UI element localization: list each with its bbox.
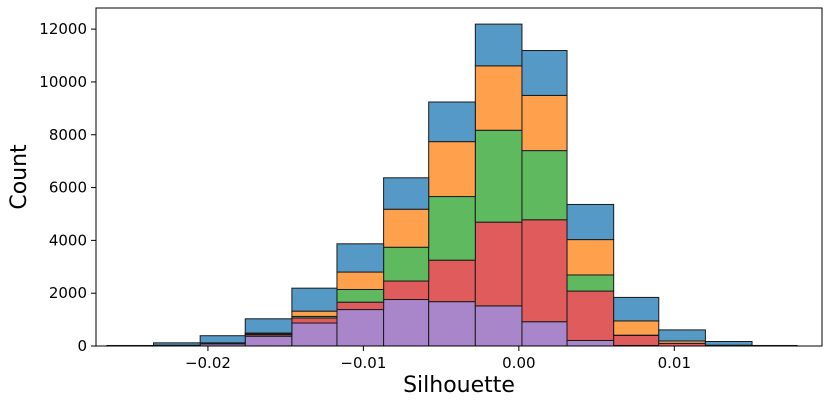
bar-cluster-1-bin-12 bbox=[658, 329, 706, 342]
y-tick-label: 8000 bbox=[49, 126, 87, 144]
bar-cluster-2-bin-7 bbox=[428, 141, 476, 198]
bar-cluster-3-bin-8 bbox=[474, 129, 523, 223]
x-axis-label: Silhouette bbox=[403, 373, 515, 398]
y-tick-label: 4000 bbox=[49, 231, 87, 249]
bar-cluster-1-bin-8 bbox=[474, 23, 523, 67]
bar-cluster-3-bin-5 bbox=[336, 288, 385, 303]
bar-cluster-1-bin-5 bbox=[336, 243, 385, 273]
bar-cluster-5-bin-9 bbox=[521, 321, 568, 347]
bar-cluster-3-bin-10 bbox=[566, 274, 615, 292]
bar-cluster-4-bin-6 bbox=[383, 280, 430, 301]
bar-cluster-4-bin-10 bbox=[566, 290, 615, 341]
bar-cluster-1-bin-11 bbox=[613, 296, 660, 322]
y-tick-label: 12000 bbox=[39, 20, 87, 38]
bar-cluster-5-bin-3 bbox=[244, 335, 293, 347]
y-axis-ticks: 0 2000 4000 6000 8000 10000 12000 bbox=[39, 20, 96, 355]
bar-cluster-4-bin-11 bbox=[613, 334, 660, 346]
x-tick-label: 0.01 bbox=[658, 354, 691, 372]
plot-frame bbox=[95, 7, 823, 347]
bar-cluster-2-bin-8 bbox=[474, 65, 523, 131]
bar-cluster-2-bin-6 bbox=[383, 208, 430, 248]
bar-cluster-2-bin-4 bbox=[291, 310, 338, 317]
bar-cluster-5-bin-6 bbox=[383, 299, 430, 347]
x-axis-ticks: −0.02 −0.01 0.00 0.01 bbox=[185, 346, 691, 372]
bar-cluster-5-bin-8 bbox=[474, 305, 523, 347]
bar-cluster-3-bin-7 bbox=[428, 196, 476, 261]
x-tick-label: −0.01 bbox=[340, 354, 386, 372]
bar-cluster-2-bin-5 bbox=[336, 271, 385, 290]
bar-cluster-2-bin-9 bbox=[521, 94, 568, 152]
bar-cluster-4-bin-7 bbox=[428, 259, 476, 303]
bar-cluster-1-bin-13 bbox=[704, 341, 753, 346]
y-tick-label: 0 bbox=[77, 337, 87, 355]
x-tick-label: −0.02 bbox=[185, 354, 231, 372]
bar-cluster-1-bin-4 bbox=[291, 287, 338, 312]
bar-cluster-1-bin-10 bbox=[566, 203, 615, 241]
bar-cluster-1-bin-6 bbox=[383, 177, 430, 210]
bar-cluster-5-bin-7 bbox=[428, 301, 476, 347]
y-axis-label: Count bbox=[7, 144, 32, 210]
y-tick-label: 2000 bbox=[49, 284, 87, 302]
bar-cluster-1-bin-1 bbox=[153, 342, 201, 346]
bar-cluster-1-bin-9 bbox=[521, 50, 568, 96]
y-tick-label: 6000 bbox=[49, 179, 87, 197]
bar-cluster-3-bin-6 bbox=[383, 246, 430, 282]
bar-cluster-5-bin-4 bbox=[291, 322, 338, 347]
bar-cluster-4-bin-4 bbox=[291, 317, 338, 324]
bar-cluster-2-bin-11 bbox=[613, 320, 660, 336]
bar-cluster-3-bin-9 bbox=[521, 150, 568, 221]
y-tick-label: 10000 bbox=[39, 73, 87, 91]
bar-cluster-5-bin-5 bbox=[336, 309, 385, 347]
bar-cluster-4-bin-5 bbox=[336, 301, 385, 311]
bar-cluster-4-bin-8 bbox=[474, 221, 523, 307]
bar-cluster-1-bin-3 bbox=[244, 318, 293, 334]
bar-cluster-1-bin-2 bbox=[199, 335, 246, 344]
x-tick-label: 0.00 bbox=[502, 354, 535, 372]
bar-cluster-5-bin-10 bbox=[566, 339, 615, 347]
bar-cluster-2-bin-10 bbox=[566, 239, 615, 276]
bar-cluster-1-bin-7 bbox=[428, 101, 476, 143]
bar-cluster-4-bin-9 bbox=[521, 219, 568, 323]
